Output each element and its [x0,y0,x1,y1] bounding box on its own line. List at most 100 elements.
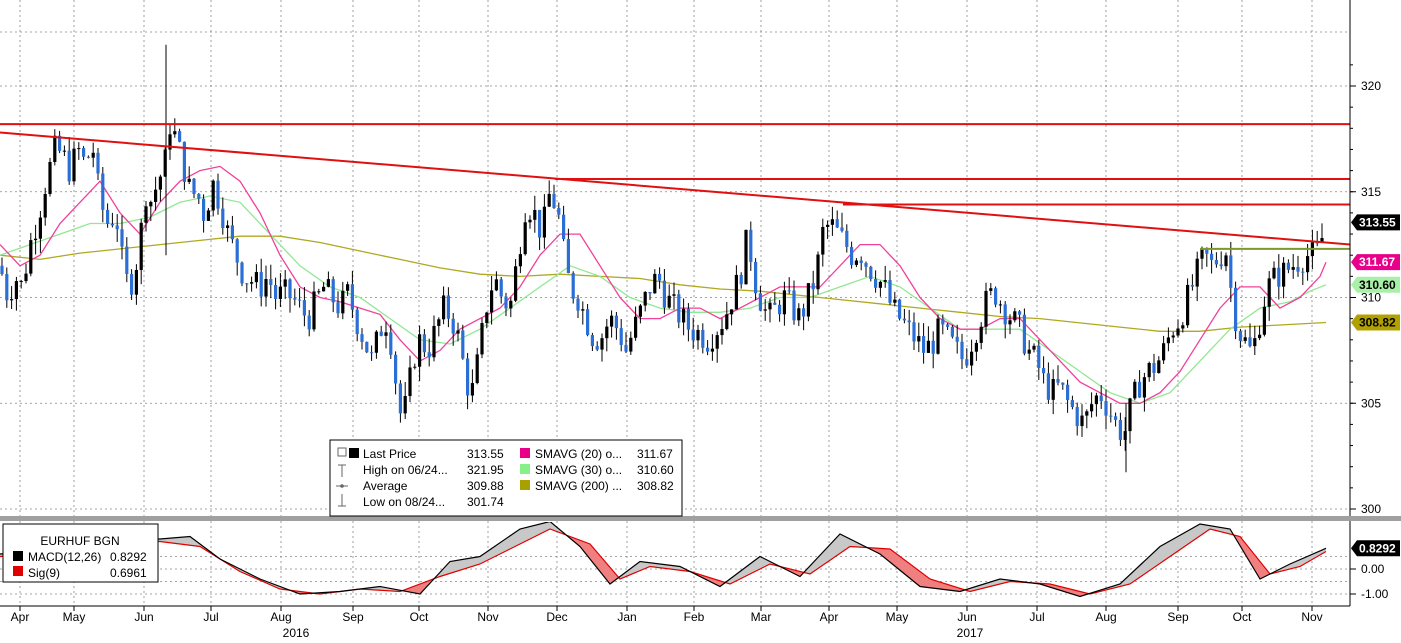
x-tick-label: Sep [1167,610,1189,624]
candle-body [883,280,887,282]
macd-histogram-fill [642,561,645,570]
candle-body [1133,381,1137,399]
candle-body [1099,395,1103,402]
legend-swatch-sma20 [520,448,530,458]
candle-body [859,260,863,264]
pane-divider[interactable] [0,516,1401,521]
macd-histogram-fill [654,563,657,568]
macd-histogram-fill [1224,528,1227,534]
macd-histogram-fill [378,586,381,591]
macd-histogram-fill [1260,561,1263,579]
candle-body [365,341,369,353]
candle-body [1142,377,1146,398]
candle-body [571,273,575,299]
macd-histogram-fill [1137,565,1140,580]
candle-body [269,279,273,285]
candle-body [442,295,446,320]
candle-body [19,281,23,283]
macd-histogram-fill [1071,589,1074,595]
macd-line [0,522,1327,598]
candle-body [677,294,681,323]
candle-body [1109,415,1113,417]
candle-body [427,352,431,358]
macd-histogram-fill [513,531,516,548]
candle-body [523,222,527,255]
y-tick-label: 315 [1361,185,1381,199]
candle-body [1306,256,1310,273]
candle-body [1027,349,1031,354]
macd-histogram-fill [1293,561,1296,569]
macd-histogram-fill [531,525,534,539]
trendline [0,131,1350,246]
x-tick-label: Apr [11,610,30,624]
candle-body [120,229,124,247]
candle-body [134,269,138,295]
candle-body [754,261,758,294]
candle-body [720,328,724,336]
macd-histogram-fill [1182,532,1185,549]
candle-body [950,326,954,337]
macd-histogram-fill [1203,524,1206,534]
legend-sig-label: Sig(9) [28,566,60,580]
candle-body [581,309,585,311]
candle-body [643,292,647,306]
macd-histogram-fill [645,562,648,569]
candle-body [67,150,71,182]
macd-histogram-fill [549,522,552,530]
candle-body [1037,345,1041,369]
candle-body [773,302,777,305]
candle-body [850,246,854,265]
macd-histogram-fill [486,550,489,561]
candle-body [494,279,498,291]
value-tag [1351,276,1400,293]
candle-body [456,330,460,334]
candle-body [139,222,143,270]
macd-legend[interactable]: EURHUF BGN MACD(12,26) 0.8292 Sig(9) 0.6… [2,523,159,583]
macd-histogram-fill [1218,527,1221,532]
candle-body [466,358,470,396]
macd-histogram-fill [597,552,600,572]
candle-body [845,230,849,247]
candle-body [398,383,402,414]
price-legend[interactable]: Last Price 313.55 High on 06/24... 321.9… [329,439,683,517]
candle-body [1210,253,1214,260]
macd-histogram-fill [819,553,822,568]
macd-histogram-fill [741,568,744,579]
macd-histogram-fill [468,558,471,568]
macd-histogram-fill [423,581,426,591]
legend-low-value: 301.74 [467,495,504,509]
candle-body [854,260,858,265]
candle-body [792,290,796,321]
candle-body [1214,259,1218,265]
macd-histogram-fill [906,561,909,578]
candle-body [106,209,110,224]
candle-body [163,149,167,177]
candle-body [77,148,81,150]
candle-body [254,272,258,283]
macd-histogram-fill [1257,557,1260,579]
candle-body [0,265,4,274]
candle-body [389,332,393,355]
macd-histogram-fill [450,561,453,574]
legend-sma30-value: 310.60 [637,463,674,477]
candle-body [317,291,321,293]
x-tick-label: Jul [203,610,218,624]
candle-body [840,227,844,231]
macd-histogram-fill [1158,545,1161,565]
candle-body [1162,343,1166,361]
candle-body [312,291,316,330]
candle-body [941,318,945,325]
candle-body [322,286,326,292]
candle-body [1152,362,1156,373]
candle-body [62,150,66,152]
macd-histogram-fill [807,565,810,574]
macd-histogram-fill [762,557,765,568]
candle-body [1200,248,1204,259]
candle-body [874,279,878,288]
candle-body [274,284,278,299]
candle-body [53,135,57,162]
candle-body [43,193,47,218]
macd-histogram-fill [720,580,723,587]
macd-histogram-fill [174,537,177,544]
macd-histogram-fill [657,563,660,568]
